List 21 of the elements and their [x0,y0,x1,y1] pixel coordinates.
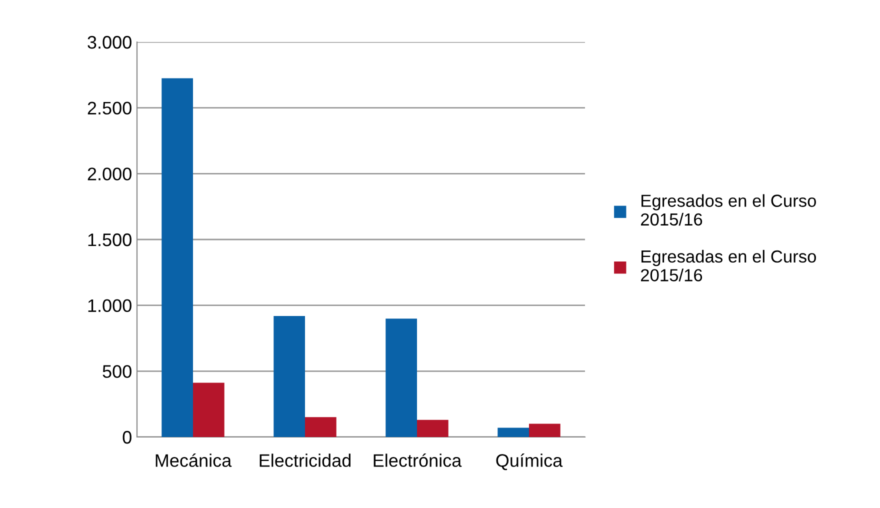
bar [193,382,224,437]
bar [305,417,336,437]
legend-label: Egresados en el Curso 2015/16 [640,194,816,226]
y-tick-label: 2.000 [88,168,132,180]
y-tick-label: 500 [102,365,132,378]
bar [417,420,448,437]
legend-label: Egresadas en el Curso 2015/16 [640,250,816,282]
x-tick-label: Química [496,453,563,470]
y-tick-label: 1.500 [88,233,132,246]
bar [162,78,193,437]
bar [274,316,305,437]
y-tick-label: 2.500 [88,102,132,115]
bar [386,318,417,437]
y-tick-label: 1.000 [88,299,132,312]
x-tick-label: Electrónica [374,453,462,467]
x-tick-label: Electricidad [260,454,350,467]
y-tick-label: 3.000 [88,36,132,49]
x-tick-label: Mecánica [156,453,232,467]
bar [529,424,560,437]
y-tick-label: 0 [122,430,132,444]
bar [498,428,529,437]
